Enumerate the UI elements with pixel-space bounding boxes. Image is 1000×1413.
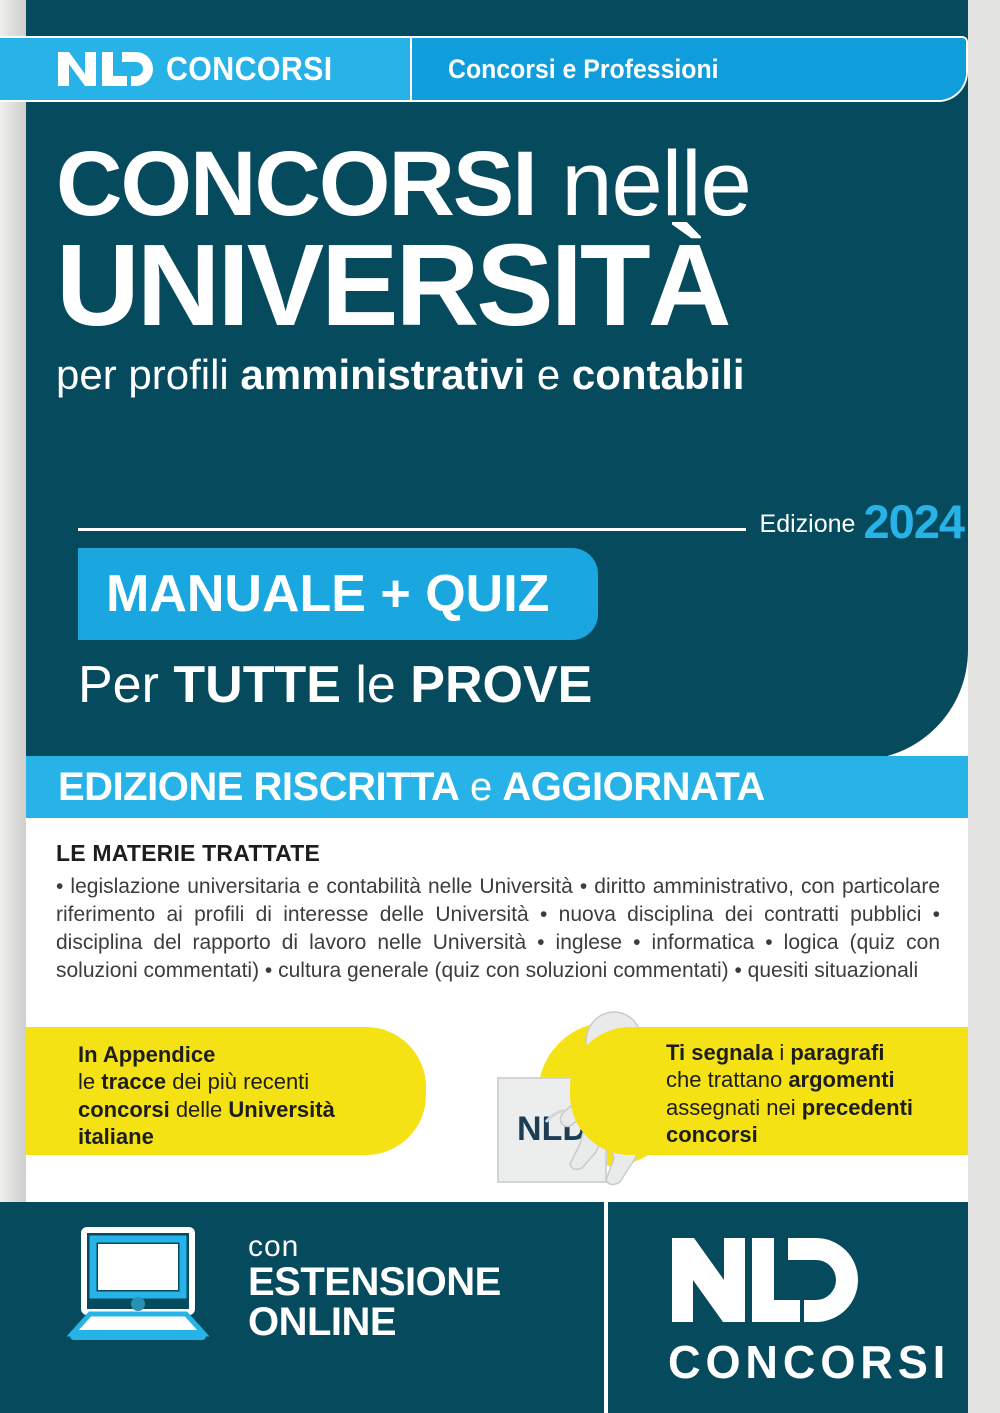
flag-concorsi: concorsi [666, 1121, 758, 1147]
appendix-callout: In Appendice le tracce dei più recenti c… [26, 1027, 426, 1155]
subtitle-amministrativi: amministrativi [240, 350, 526, 398]
subtitle-contabili: contabili [571, 350, 745, 398]
footer-divider [604, 1202, 608, 1413]
flag-line-1: Ti segnala i paragrafi [666, 1039, 982, 1066]
header-brand-block: CONCORSI [0, 38, 412, 100]
footer-brand-word: CONCORSI [668, 1336, 951, 1388]
manuale-quiz-badge: MANUALE + QUIZ [78, 548, 598, 640]
appendix-universita: Università [228, 1096, 335, 1122]
appendix-line-1: In Appendice [78, 1041, 400, 1068]
laptop-icon [62, 1226, 214, 1349]
flag-paragrafi: paragrafi [790, 1040, 885, 1065]
nld-logo-footer-icon [668, 1238, 858, 1330]
header-series-block: Concorsi e Professioni [412, 38, 966, 100]
band-part-b: e [459, 764, 503, 809]
online-extension-block: con ESTENSIONE ONLINE [62, 1226, 501, 1349]
online-extension-text: con ESTENSIONE ONLINE [248, 1230, 501, 1344]
flag-precedenti: precedenti [801, 1094, 914, 1120]
footer-bar: con ESTENSIONE ONLINE CONCORSI [0, 1202, 1000, 1413]
header-brand-word: CONCORSI [166, 50, 333, 87]
appendix-line-2: le tracce dei più recenti [78, 1068, 400, 1095]
band-part-a: EDIZIONE RISCRITTA [58, 764, 460, 809]
title-block: CONCORSI nelle UNIVERSITÀ per profili am… [56, 138, 946, 398]
footer-estensione-label: ESTENSIONE [248, 1259, 501, 1304]
nld-logo-icon [56, 49, 166, 89]
appendix-concorsi: concorsi [78, 1096, 170, 1122]
footer-con-label: con [248, 1230, 300, 1264]
subjects-block: LE MATERIE TRATTATE • legislazione unive… [56, 840, 940, 985]
highlight-callout: Ti segnala i paragrafi che trattano argo… [570, 1027, 994, 1155]
band-part-c: AGGIORNATA [502, 764, 765, 809]
appendix-le: le [78, 1069, 102, 1095]
footer-online-label: ONLINE [248, 1299, 397, 1344]
appendix-heading: In Appendice [78, 1042, 216, 1067]
flag-line-2: che trattano argomenti [666, 1066, 982, 1093]
flag-assegnati: assegnati nei [666, 1094, 802, 1120]
tagline-per: Per [78, 656, 174, 714]
subjects-body: • legislazione universitaria e contabili… [56, 875, 940, 982]
spine-strip [0, 0, 26, 1413]
subtitle-per-profili: per profili [56, 350, 241, 398]
subjects-heading: LE MATERIE TRATTATE [56, 840, 321, 866]
riscritta-band: EDIZIONE RISCRITTA e AGGIORNATA [26, 756, 968, 818]
header-strip: CONCORSI Concorsi e Professioni [0, 36, 968, 102]
riscritta-text: EDIZIONE RISCRITTA e AGGIORNATA [58, 765, 765, 810]
manuale-quiz-label: MANUALE + QUIZ [106, 565, 550, 623]
footer-logo-block: CONCORSI [668, 1234, 956, 1389]
title-line-3: per profili amministrativi e contabili [56, 350, 946, 398]
flag-segnala: segnala [691, 1040, 774, 1065]
header-series-label: Concorsi e Professioni [448, 53, 719, 84]
edition-rule [78, 528, 746, 531]
flag-line-3: assegnati nei precedenti [666, 1094, 982, 1121]
appendix-line-3: concorsi delle Università [78, 1096, 400, 1123]
title-concorsi: CONCORSI [56, 133, 538, 235]
appendix-delle: delle [169, 1096, 229, 1122]
flag-argomenti: argomenti [788, 1067, 895, 1093]
flag-i: i [773, 1040, 791, 1065]
flag-che-trattano: che trattano [666, 1067, 789, 1093]
title-nelle: nelle [561, 133, 751, 235]
edition-label: Edizione [759, 510, 856, 538]
tagline-prove: PROVE [410, 656, 593, 714]
tagline-le: le [340, 656, 411, 714]
title-line-1: CONCORSI nelle [56, 138, 946, 230]
tagline-tutte: TUTTE [173, 656, 341, 714]
appendix-recenti: dei più recenti [166, 1069, 310, 1095]
appendix-tracce: tracce [101, 1069, 167, 1095]
flag-ti: Ti [666, 1040, 692, 1065]
flag-line-4: concorsi [666, 1121, 982, 1148]
title-line-2: UNIVERSITÀ [56, 220, 732, 351]
appendix-italiane: italiane [78, 1123, 154, 1149]
edition-row: Edizione 2024 [78, 495, 965, 548]
tagline-prove: Per TUTTE le PROVE [78, 655, 592, 715]
right-margin [968, 0, 1000, 1413]
appendix-line-4: italiane [78, 1123, 400, 1150]
edition-year: 2024 [863, 495, 965, 548]
subtitle-e: e [525, 350, 572, 398]
